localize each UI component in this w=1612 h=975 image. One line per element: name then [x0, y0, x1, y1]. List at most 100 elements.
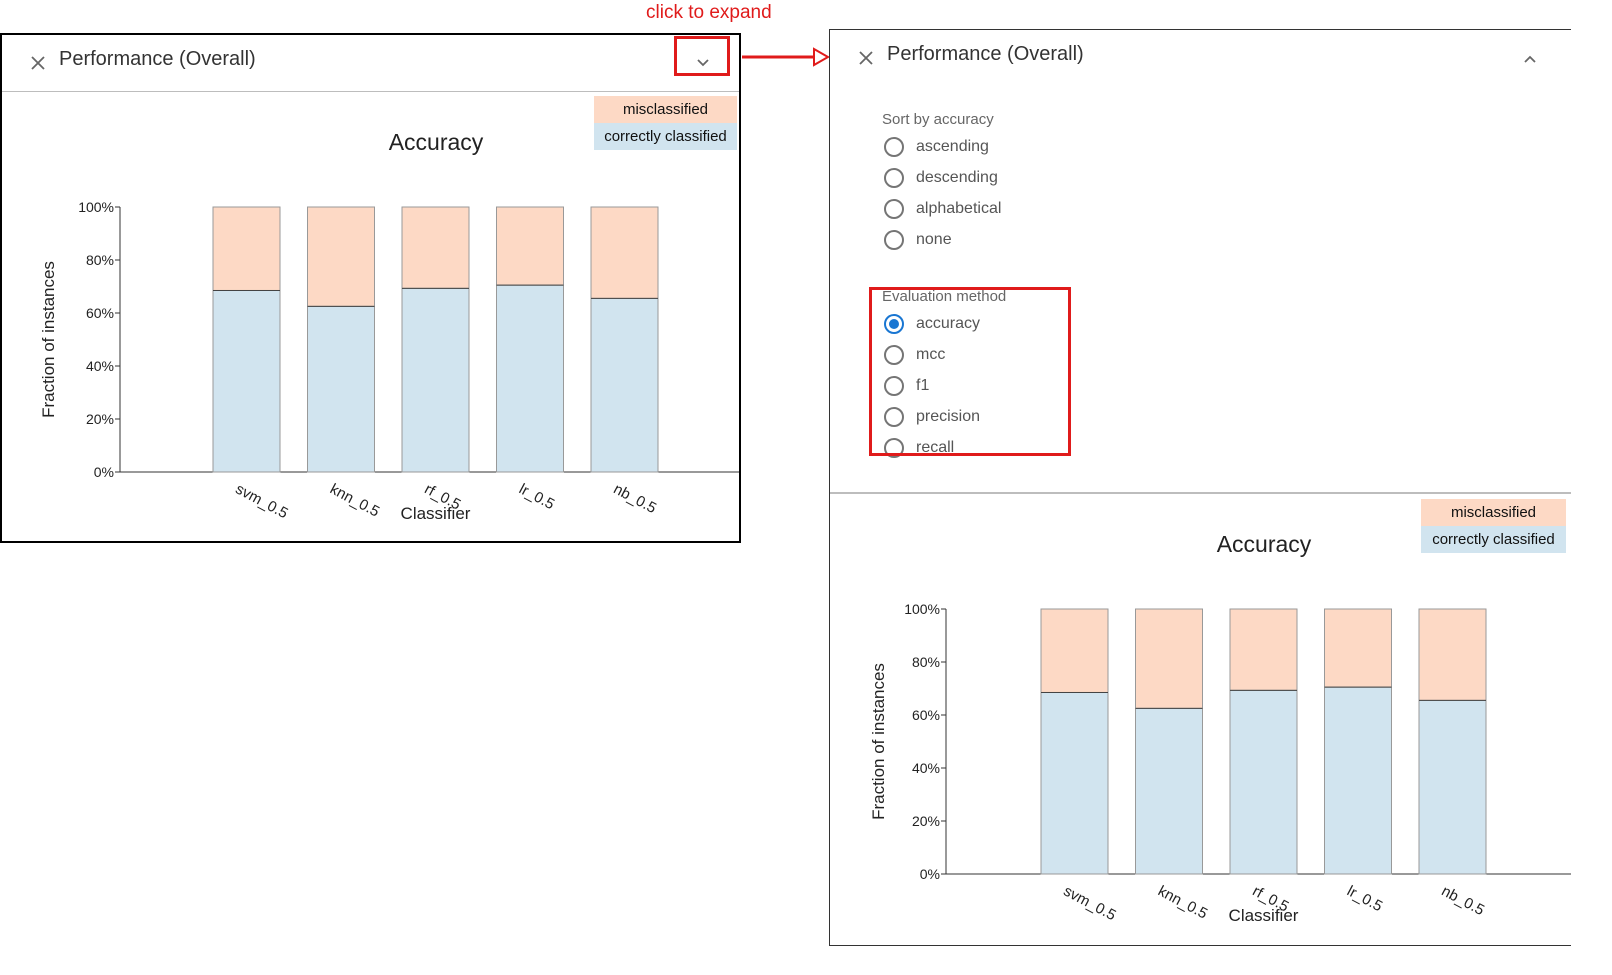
- sort-options: Sort by accuracy ascending descending alph…: [882, 111, 1001, 255]
- x-tick-label: knn_0.5: [327, 481, 382, 521]
- y-tick-label: 80%: [912, 654, 940, 670]
- x-tick-label: lr_0.5: [516, 481, 557, 514]
- y-tick-label: 60%: [912, 707, 940, 723]
- panel-title: Performance (Overall): [887, 43, 1084, 65]
- sort-label: Sort by accuracy: [882, 111, 994, 128]
- close-icon[interactable]: [856, 48, 876, 68]
- bar-misclassified[interactable]: [212, 206, 281, 291]
- y-tick-label: 40%: [912, 760, 940, 776]
- radio-unchecked-icon[interactable]: [884, 167, 904, 188]
- evaluation-method-option[interactable]: f1: [882, 370, 1006, 401]
- expand-arrow: [742, 47, 831, 67]
- sort-options-option[interactable]: descending: [882, 162, 1001, 193]
- evaluation-method-option[interactable]: recall: [882, 432, 1006, 463]
- y-tick-label: 0%: [920, 866, 940, 882]
- click-to-expand-annotation: click to expand: [646, 2, 772, 23]
- y-tick-label: 100%: [78, 199, 114, 215]
- sort-radio-group: ascending descending alphabetical none: [882, 131, 1001, 255]
- bar-correctly-classified[interactable]: [1229, 689, 1298, 875]
- radio-unchecked-icon[interactable]: [884, 229, 904, 250]
- legend-misclassified: misclassified: [1421, 499, 1566, 526]
- radio-unchecked-icon[interactable]: [884, 406, 904, 427]
- panel-title: Performance (Overall): [59, 48, 256, 70]
- accuracy-chart: Accuracy 0% 20% 40% 60% 80% 100% svm_0.5 knn_0.5…: [39, 129, 739, 523]
- x-axis-label: Classifier: [401, 504, 471, 523]
- performance-panel-collapsed: Performance (Overall) misclassified corr…: [0, 33, 741, 543]
- performance-panel-expanded: Performance (Overall) Sort by accuracy a…: [829, 29, 1571, 946]
- radio-checked-icon[interactable]: [884, 313, 904, 334]
- y-axis-label: Fraction of instances: [39, 261, 58, 418]
- radio-label: alphabetical: [916, 199, 1002, 217]
- legend-misclassified: misclassified: [594, 96, 737, 123]
- bar-correctly-classified[interactable]: [307, 305, 375, 473]
- radio-unchecked-icon[interactable]: [884, 136, 904, 157]
- bar-misclassified[interactable]: [401, 206, 470, 289]
- radio-unchecked-icon[interactable]: [884, 437, 904, 458]
- accuracy-chart: Accuracy 0% 20% 40% 60% 80% 100% svm_0.5 knn_0.5…: [869, 531, 1571, 925]
- x-tick-label: nb_0.5: [611, 481, 660, 518]
- bar-correctly-classified[interactable]: [212, 289, 281, 473]
- legend-correctly-classified: correctly classified: [594, 123, 737, 150]
- y-tick-label: 40%: [86, 358, 114, 374]
- bar-misclassified[interactable]: [1040, 608, 1109, 693]
- x-tick-label: lr_0.5: [1344, 883, 1385, 916]
- bar-misclassified[interactable]: [1324, 608, 1392, 688]
- options-divider: [830, 492, 1571, 494]
- radio-unchecked-icon[interactable]: [884, 198, 904, 219]
- chevron-up-icon[interactable]: [1520, 50, 1540, 70]
- expand-button-highlight: [674, 36, 730, 76]
- bar-misclassified[interactable]: [1135, 608, 1203, 709]
- bar-misclassified[interactable]: [1229, 608, 1298, 691]
- y-tick-label: 60%: [86, 305, 114, 321]
- close-icon[interactable]: [28, 53, 48, 73]
- evaluation-method-label: Evaluation method: [882, 288, 1007, 305]
- y-tick-label: 80%: [86, 252, 114, 268]
- panel-header: Performance (Overall): [830, 30, 1571, 86]
- bar-misclassified[interactable]: [307, 206, 375, 307]
- x-tick-label: svm_0.5: [1061, 883, 1119, 925]
- x-tick-label: knn_0.5: [1155, 883, 1210, 923]
- radio-label: accuracy: [916, 314, 981, 332]
- chart-title: Accuracy: [1217, 531, 1312, 557]
- y-tick-label: 0%: [94, 464, 114, 480]
- y-tick-label: 20%: [86, 411, 114, 427]
- bar-correctly-classified[interactable]: [1418, 699, 1487, 875]
- sort-options-option[interactable]: ascending: [882, 131, 1001, 162]
- x-tick-label: nb_0.5: [1439, 883, 1488, 920]
- bar-correctly-classified[interactable]: [590, 297, 659, 473]
- y-tick-label: 100%: [904, 601, 940, 617]
- evaluation-method-option[interactable]: mcc: [882, 339, 1006, 370]
- chart-title: Accuracy: [389, 129, 484, 155]
- x-tick-label: svm_0.5: [233, 481, 291, 523]
- radio-label: f1: [916, 376, 930, 394]
- radio-unchecked-icon[interactable]: [884, 344, 904, 365]
- y-axis-label: Fraction of instances: [869, 663, 888, 820]
- bar-misclassified[interactable]: [496, 206, 564, 286]
- radio-unchecked-icon[interactable]: [884, 375, 904, 396]
- sort-options-option[interactable]: none: [882, 224, 1001, 255]
- y-tick-label: 20%: [912, 813, 940, 829]
- sort-options-option[interactable]: alphabetical: [882, 193, 1001, 224]
- radio-label: mcc: [916, 345, 946, 363]
- legend-correctly-classified: correctly classified: [1421, 526, 1566, 553]
- bar-correctly-classified[interactable]: [496, 284, 564, 473]
- bar-correctly-classified[interactable]: [1324, 686, 1392, 875]
- evaluation-method-option[interactable]: accuracy: [882, 308, 1006, 339]
- bar-misclassified[interactable]: [1418, 608, 1487, 701]
- chart-legend: misclassified correctly classified: [1421, 499, 1566, 553]
- chart-legend: misclassified correctly classified: [594, 96, 737, 150]
- evaluation-method-option[interactable]: precision: [882, 401, 1006, 432]
- radio-label: precision: [916, 407, 981, 425]
- radio-label: descending: [916, 168, 998, 186]
- bar-correctly-classified[interactable]: [401, 287, 470, 473]
- bar-correctly-classified[interactable]: [1135, 707, 1203, 875]
- evaluation-radio-group: accuracy mcc f1 precision recall: [882, 308, 1006, 463]
- bar-correctly-classified[interactable]: [1040, 691, 1109, 875]
- bar-misclassified[interactable]: [590, 206, 659, 299]
- radio-label: ascending: [916, 137, 989, 155]
- chevron-down-icon[interactable]: [693, 52, 713, 72]
- x-axis-label: Classifier: [1229, 906, 1299, 925]
- panel-header: Performance (Overall): [2, 35, 739, 92]
- evaluation-method-options: Evaluation method accuracy mcc f1 precision…: [882, 288, 1006, 463]
- radio-label: none: [916, 230, 952, 248]
